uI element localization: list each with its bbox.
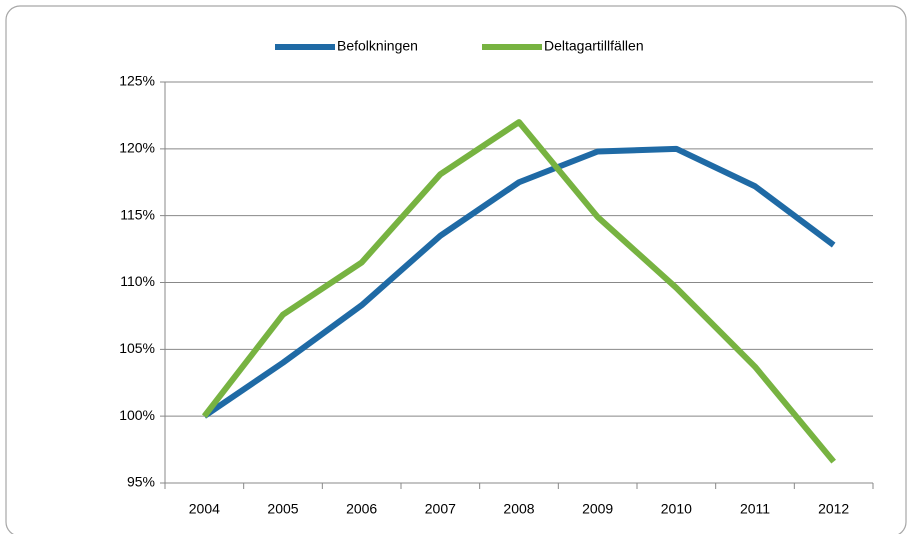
legend-label: Befolkningen <box>337 38 418 54</box>
y-tick-label: 105% <box>119 340 155 356</box>
legend-label: Deltagartillfällen <box>544 38 644 54</box>
y-tick-label: 120% <box>119 140 155 156</box>
x-tick-label: 2012 <box>818 501 849 517</box>
x-tick-label: 2006 <box>346 501 377 517</box>
line-series <box>201 119 836 464</box>
y-tick-label: 125% <box>119 73 155 89</box>
y-tick-label: 110% <box>120 273 155 289</box>
y-tick-label: 115% <box>120 206 155 222</box>
x-tick-label: 2005 <box>267 501 298 517</box>
x-tick-label: 2009 <box>582 501 613 517</box>
x-tick-label: 2007 <box>425 501 456 517</box>
x-tick-label: 2011 <box>740 501 770 517</box>
x-tick-label: 2010 <box>661 501 692 517</box>
x-tick-label: 2008 <box>503 501 534 517</box>
line-series <box>202 145 836 419</box>
x-tick-label: 2004 <box>189 501 220 517</box>
y-tick-label: 95% <box>127 474 155 490</box>
y-tick-label: 100% <box>119 407 155 423</box>
